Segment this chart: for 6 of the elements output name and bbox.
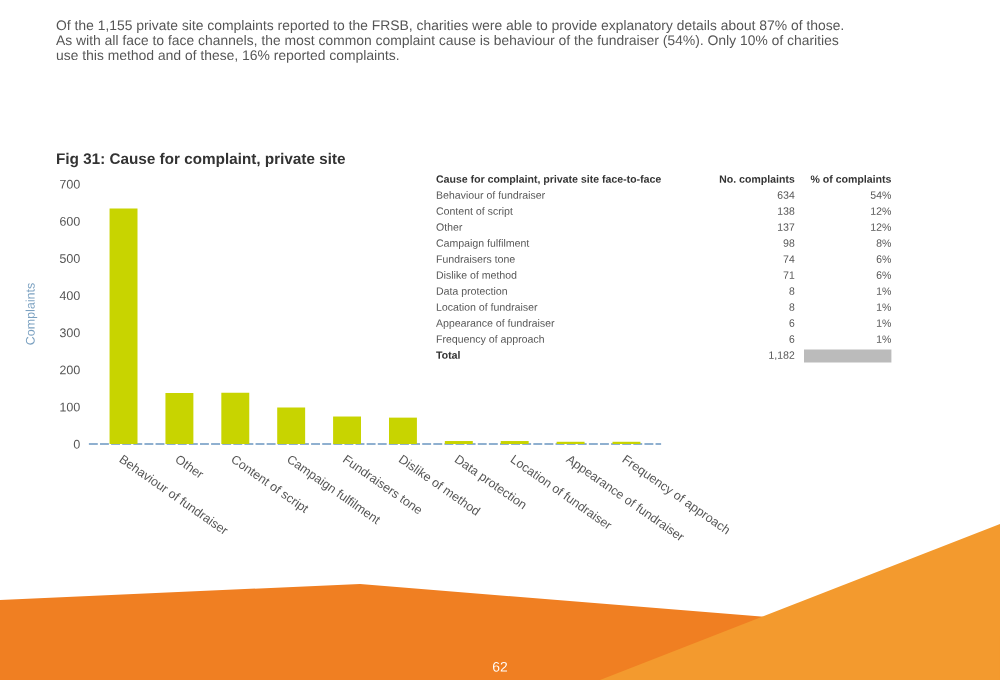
bar [333, 416, 362, 444]
bar [221, 392, 250, 444]
bar [165, 393, 194, 444]
bar [109, 208, 138, 444]
bar [388, 417, 417, 444]
bar [277, 407, 306, 444]
